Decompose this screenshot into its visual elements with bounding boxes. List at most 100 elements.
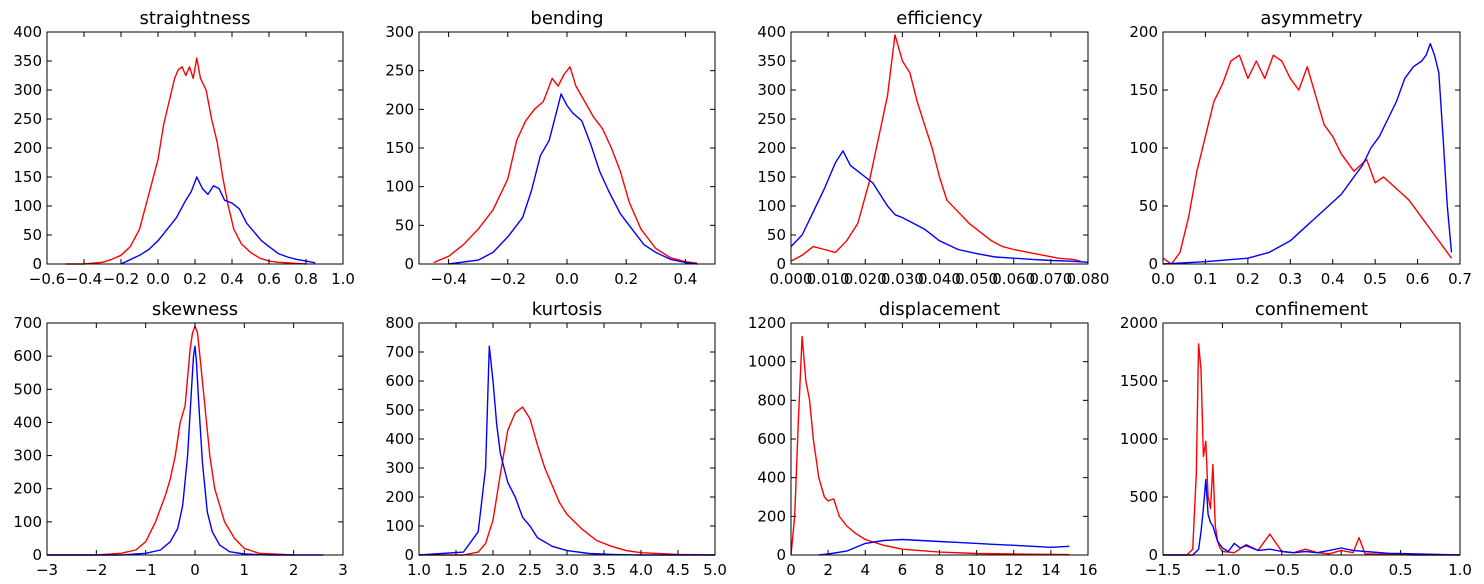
- y-tick-label: 1000: [1120, 430, 1158, 448]
- x-tick-label: 4.0: [629, 561, 653, 579]
- y-tick-label: 150: [385, 139, 414, 157]
- x-tick-label: 1.5: [444, 561, 468, 579]
- y-tick-label: 250: [385, 62, 414, 80]
- x-tick-label: −0.4: [66, 270, 102, 288]
- plot-frame: [790, 322, 1089, 556]
- series-line-blue: [1162, 42, 1453, 265]
- series-line-blue: [818, 538, 1070, 556]
- x-tick-label: 1.0: [331, 270, 355, 288]
- x-tick-label: 0.2: [1236, 270, 1260, 288]
- x-tick-label: 1.0: [407, 561, 431, 579]
- y-tick-label: 300: [757, 81, 786, 99]
- y-tick-label: 100: [13, 513, 42, 531]
- y-tick-label: 200: [13, 480, 42, 498]
- x-tick-label: 0.4: [673, 270, 697, 288]
- y-tick-label: 700: [13, 314, 42, 332]
- subplot-bending: −0.4 −0.2 0.0 0.2 0.4 0 50 100 150 200 250 300 bendi…: [385, 8, 716, 288]
- series-line-red: [47, 325, 294, 556]
- y-tick-label: 100: [13, 197, 42, 215]
- x-tick-label: −0.2: [103, 270, 139, 288]
- plot-frame: [46, 322, 344, 556]
- y-tick-label: 150: [13, 168, 42, 186]
- chart-title: skewness: [152, 299, 238, 320]
- y-tick-label: 700: [385, 343, 414, 361]
- y-tick-label: 300: [13, 447, 42, 465]
- x-tick-label: 0.7: [1448, 270, 1472, 288]
- y-tick-label: 100: [757, 197, 786, 215]
- y-tick-label: 800: [757, 391, 786, 409]
- chart-title: efficiency: [896, 8, 983, 29]
- y-tick-label: 600: [385, 372, 414, 390]
- x-tick-label: −0.2: [490, 270, 526, 288]
- x-tick-label: 0.4: [220, 270, 244, 288]
- subplot-kurtosis: 1.0 1.5 2.0 2.5 3.0 3.5 4.0 4.5 5.0 0 100 200 300 400…: [385, 299, 727, 579]
- x-tick-label: 4.5: [666, 561, 690, 579]
- y-tick-label: 150: [757, 168, 786, 186]
- x-tick-label: 4: [860, 561, 870, 579]
- y-tick-label: 1500: [1120, 372, 1158, 390]
- x-tick-label: 1.0: [1448, 561, 1472, 579]
- x-tick-label: 2: [823, 561, 833, 579]
- subplot-asymmetry: 0.0 0.1 0.2 0.3 0.4 0.5 0.6 0.7 0 50 100 150 200 asym…: [1129, 8, 1472, 288]
- y-tick-label: 50: [767, 226, 786, 244]
- x-tick-label: 0.0: [1151, 270, 1175, 288]
- chart-title: confinement: [1255, 299, 1368, 320]
- series-line-red: [790, 34, 1081, 262]
- y-tick-label: 0: [32, 546, 42, 564]
- x-tick-label: 0: [190, 561, 200, 579]
- y-tick-label: 300: [385, 459, 414, 477]
- y-tick-label: 100: [385, 517, 414, 535]
- x-tick-label: 0.4: [1321, 270, 1345, 288]
- y-tick-label: 300: [13, 81, 42, 99]
- series-line-blue: [790, 150, 1089, 263]
- x-tick-label: 0: [786, 561, 796, 579]
- x-tick-label: 2.0: [481, 561, 505, 579]
- y-tick-label: 250: [13, 110, 42, 128]
- x-tick-label: 0.040: [918, 270, 961, 288]
- x-tick-label: 0.1: [1193, 270, 1217, 288]
- x-tick-label: 0.0: [555, 270, 579, 288]
- y-tick-label: 400: [757, 469, 786, 487]
- x-tick-label: 10: [967, 561, 986, 579]
- subplot-displacement: 0 2 4 6 8 10 12 14 16 0 200 400 600 800 1000 1200 displa…: [748, 299, 1098, 579]
- chart-title: displacement: [879, 299, 1000, 320]
- y-tick-label: 0: [404, 546, 414, 564]
- x-tick-label: 8: [935, 561, 945, 579]
- series-line-blue: [448, 93, 698, 265]
- y-tick-label: 200: [757, 139, 786, 157]
- x-tick-label: −0.4: [430, 270, 466, 288]
- plot-frame: [1162, 31, 1461, 265]
- x-tick-label: 2: [289, 561, 299, 579]
- y-tick-label: 600: [757, 430, 786, 448]
- y-tick-label: 200: [1129, 23, 1158, 41]
- y-tick-label: 250: [757, 110, 786, 128]
- x-tick-label: −3: [36, 561, 58, 579]
- x-tick-label: 16: [1078, 561, 1097, 579]
- y-tick-label: 0: [776, 255, 786, 273]
- series-line-blue: [47, 345, 324, 556]
- x-tick-label: 0.8: [294, 270, 318, 288]
- y-tick-label: 0: [1148, 546, 1158, 564]
- x-tick-label: 0.2: [614, 270, 638, 288]
- subplot-straightness: −0.6 −0.4 −0.2 0.0 0.2 0.4 0.6 0.8 1.0 0 50 100 150 2…: [13, 8, 355, 288]
- chart-title: straightness: [140, 8, 251, 29]
- x-tick-label: 6: [898, 561, 908, 579]
- x-tick-label: 12: [1004, 561, 1023, 579]
- series-line-blue: [418, 345, 715, 556]
- x-tick-label: −1.0: [1204, 561, 1240, 579]
- x-tick-label: 0.050: [955, 270, 998, 288]
- y-tick-label: 0: [404, 255, 414, 273]
- y-tick-label: 400: [13, 23, 42, 41]
- series-line-blue: [120, 176, 316, 265]
- y-tick-label: 800: [385, 314, 414, 332]
- y-tick-label: 0: [1148, 255, 1158, 273]
- series-line-red: [1162, 54, 1453, 265]
- series-line-red: [419, 406, 716, 556]
- y-tick-label: 1000: [748, 353, 786, 371]
- y-tick-label: 200: [385, 100, 414, 118]
- x-tick-label: 0.030: [881, 270, 924, 288]
- y-tick-label: 50: [23, 226, 42, 244]
- x-tick-label: 0.5: [1389, 561, 1413, 579]
- subplot-skewness: −3 −2 −1 0 1 2 3 0 100 200 300 400 500 600 700 skewness: [13, 299, 347, 579]
